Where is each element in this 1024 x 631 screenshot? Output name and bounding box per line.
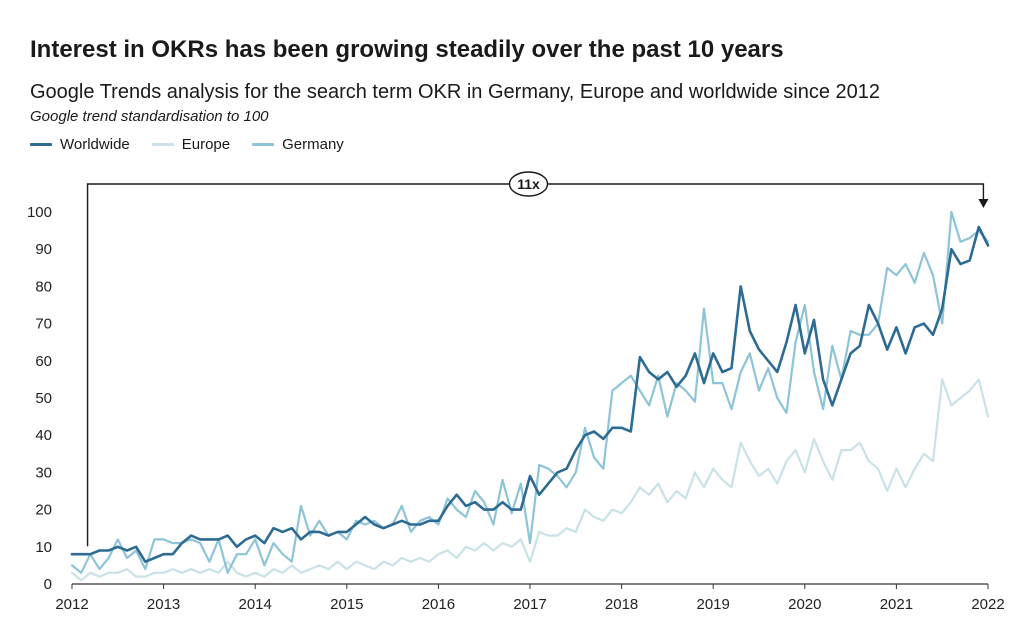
annotation-badge: [508, 171, 549, 197]
chart-title: Interest in OKRs has been growing steadi…: [30, 36, 784, 63]
y-tick-label: 30: [35, 464, 52, 481]
growth-annotation: 11x: [86, 171, 989, 547]
y-tick-label: 60: [35, 353, 52, 370]
legend-label-europe: Europe: [181, 135, 231, 153]
legend-swatch-germany: [252, 142, 275, 146]
legend-item-germany: Germany: [252, 136, 344, 153]
chart-subtitle: Google Trends analysis for the search te…: [30, 81, 881, 103]
legend-swatch-europe: [151, 142, 174, 146]
legend-item-europe: Europe: [151, 135, 231, 153]
x-tick-label: 2015: [330, 596, 363, 613]
annotation-arrowhead: [978, 199, 989, 208]
x-tick-label: 2022: [971, 596, 1004, 613]
y-tick-label: 80: [35, 278, 52, 295]
legend-label-germany: Germany: [282, 135, 344, 153]
series-line-worldwide: [70, 225, 990, 564]
x-tick-label: 2013: [147, 596, 180, 613]
x-tick-label: 2014: [239, 596, 272, 613]
axes: 0 10 20 30 40 50 60 70 80 90 100 2012 2013 2014 2015 20…: [27, 204, 1005, 613]
legend-swatch-worldwide: [30, 142, 52, 146]
y-tick-label: 10: [35, 539, 52, 556]
x-tick-label: 2020: [788, 596, 821, 613]
y-tick-label: 40: [35, 427, 52, 444]
y-tick-label: 100: [27, 204, 52, 221]
x-tick-label: 2016: [422, 596, 455, 613]
x-tick-label: 2018: [605, 596, 638, 613]
legend-item-worldwide: Worldwide: [30, 136, 130, 153]
x-tick-label: 2017: [513, 596, 546, 613]
x-tick-label: 2012: [55, 596, 88, 613]
y-tick-label: 90: [35, 241, 52, 258]
x-tick-label: 2019: [697, 596, 730, 613]
annotation-label: 11x: [517, 176, 540, 192]
series-lines: [70, 210, 990, 582]
series-line-germany: [70, 210, 990, 574]
x-tick-label: 2021: [880, 596, 913, 613]
y-tick-label: 70: [35, 316, 52, 333]
legend-label-worldwide: Worldwide: [60, 135, 130, 153]
y-tick-label: 0: [44, 576, 52, 593]
y-tick-label: 50: [35, 390, 52, 407]
legend: Worldwide Europe Germany: [30, 134, 366, 154]
y-tick-label: 20: [35, 502, 52, 519]
chart-note: Google trend standardisation to 100: [30, 108, 269, 125]
